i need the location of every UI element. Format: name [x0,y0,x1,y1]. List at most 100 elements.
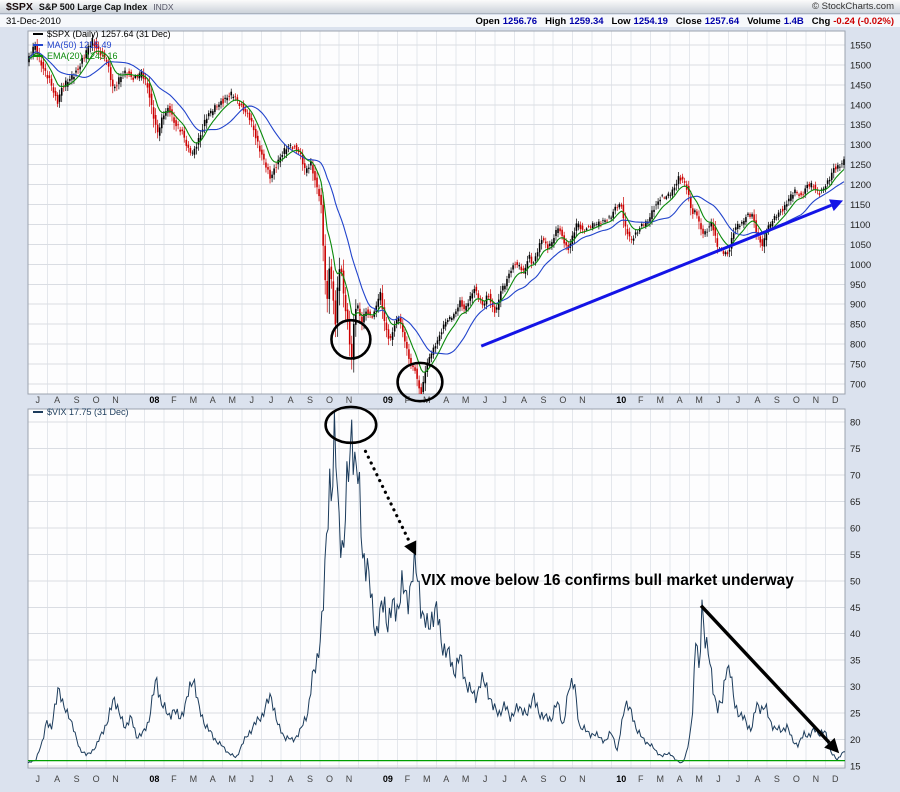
y-axis-tick-label: 1050 [850,240,871,251]
x-axis-month-label: A [288,774,294,784]
y-axis-tick-label: 15 [850,761,861,772]
spx-line-swatch [33,33,43,36]
y-axis-tick-label: 900 [850,300,866,311]
x-axis-month-label: J [502,774,507,784]
y-axis-tick-label: 700 [850,380,866,391]
x-axis-month-label: J [716,395,721,405]
x-axis-month-label: J [35,774,40,784]
x-axis-month-label: M [190,395,198,405]
ma50-line [28,51,845,355]
annotation-text: VIX move below 16 confirms bull market u… [421,572,794,589]
x-axis-month-label: N [112,774,119,784]
x-axis-month-label: O [559,395,566,405]
x-axis-month-label: O [326,395,333,405]
x-axis-month-label: J [35,395,40,405]
index-name: S&P 500 Large Cap Index [38,1,148,12]
x-axis-month-label: M [695,774,703,784]
open-label: Open [475,15,500,27]
y-axis-tick-label: 1250 [850,160,871,171]
chg-label: Chg [811,15,831,27]
x-axis-month-label: F [405,395,411,405]
x-axis-month-label: A [677,774,683,784]
x-axis-month-label: N [346,774,353,784]
legend-item-ema20: EMA(20) 1243.16 [33,51,171,62]
x-axis-month-label: S [74,395,80,405]
x-axis-month-label: M [229,395,237,405]
y-axis-tick-label: 60 [850,523,861,534]
y-axis-tick-label: 40 [850,629,861,640]
y-axis-tick-label: 1400 [850,100,871,111]
x-axis-month-label: S [307,395,313,405]
x-axis-month-label: S [540,395,546,405]
y-axis-tick-label: 75 [850,444,861,455]
low-label: Low [611,15,631,27]
copyright-label: © StockCharts.com [812,1,894,12]
y-axis-tick-label: 1450 [850,80,871,91]
x-axis-month-label: A [754,774,760,784]
ma50-line-swatch [33,44,43,47]
x-axis-month-label: N [346,395,353,405]
x-axis-month-label: M [656,395,664,405]
x-axis-month-label: O [326,774,333,784]
x-axis-month-label: F [171,774,177,784]
x-axis-month-label: N [112,395,119,405]
x-axis-month-label: O [793,395,800,405]
x-axis-month-label: A [54,774,60,784]
x-axis-month-label: O [793,774,800,784]
vix-chart: 15 20 25 30 35 40 45 50 55 60 65 70 75 80 J A S O N 08 F M A M J… [27,405,861,784]
close-label: Close [675,15,702,27]
low-item: Low 1254.19 [612,16,668,27]
x-axis-month-label: S [774,395,780,405]
vix-legend-label: $VIX 17.75 (31 Dec) [47,407,129,417]
x-axis-month-label: J [716,774,721,784]
x-axis-month-label: S [774,774,780,784]
spx-price-chart: 700 750 800 850 900 950 1000 1050 1100 1150 1200 12… [27,30,871,405]
x-axis-month-label: 08 [149,774,159,784]
y-axis-tick-label: 950 [850,280,866,291]
x-axis-month-label: F [638,774,644,784]
quote-bar: 31-Dec-2010 Open 1256.76 High 1259.34 Low 1… [0,15,900,27]
y-axis-tick-label: 1500 [850,60,871,71]
y-axis-tick-label: 50 [850,576,861,587]
x-axis-month-label: M [190,774,198,784]
x-axis-month-label: A [210,395,216,405]
x-axis-month-label: F [171,395,177,405]
legend-item-spx: $SPX (Daily) 1257.64 (31 Dec) [33,29,171,40]
circle-mar-2009-low [396,361,444,403]
x-axis-month-label: F [638,395,644,405]
y-axis-tick-label: 1300 [850,140,871,151]
legend-item-vix: $VIX 17.75 (31 Dec) [33,407,129,418]
y-axis-tick-label: 1150 [850,200,870,211]
x-axis-month-label: J [502,395,507,405]
x-axis-month-label: A [677,395,683,405]
x-axis-month-label: 09 [383,774,393,784]
x-axis-month-label: A [443,395,449,405]
x-axis-month-label: M [695,395,703,405]
x-axis-month-label: A [443,774,449,784]
x-axis-month-label: M [423,774,431,784]
volume-value: 1.4B [783,15,804,27]
x-axis-month-label: N [579,395,586,405]
x-axis-month-label: J [736,395,741,405]
x-axis-month-label: S [540,774,546,784]
x-axis-month-label: A [754,395,760,405]
exchange-label: INDX [153,1,174,12]
candles-group [28,34,845,394]
volume-label: Volume [747,15,781,27]
x-axis-month-label: A [521,395,527,405]
y-axis-tick-label: 1350 [850,120,871,131]
open-item: Open 1256.76 [475,16,537,27]
y-axis-tick-label: 35 [850,656,861,667]
ohlc-readout: Open 1256.76 High 1259.34 Low 1254.19 Close… [475,16,894,27]
y-axis-tick-label: 45 [850,603,861,614]
y-axis-tick-label: 25 [850,709,861,720]
chg-item: Chg -0.24 (-0.02%) [812,16,894,27]
black-arrow-to-vix-low [699,604,831,744]
y-axis-tick-label: 20 [850,735,861,746]
y-axis-tick-label: 80 [850,418,861,429]
x-axis-month-label: J [249,774,254,784]
close-item: Close 1257.64 [676,16,739,27]
x-axis-month-label: F [405,774,411,784]
x-axis-month-label: A [210,774,216,784]
x-axis-month-label: J [483,395,488,405]
